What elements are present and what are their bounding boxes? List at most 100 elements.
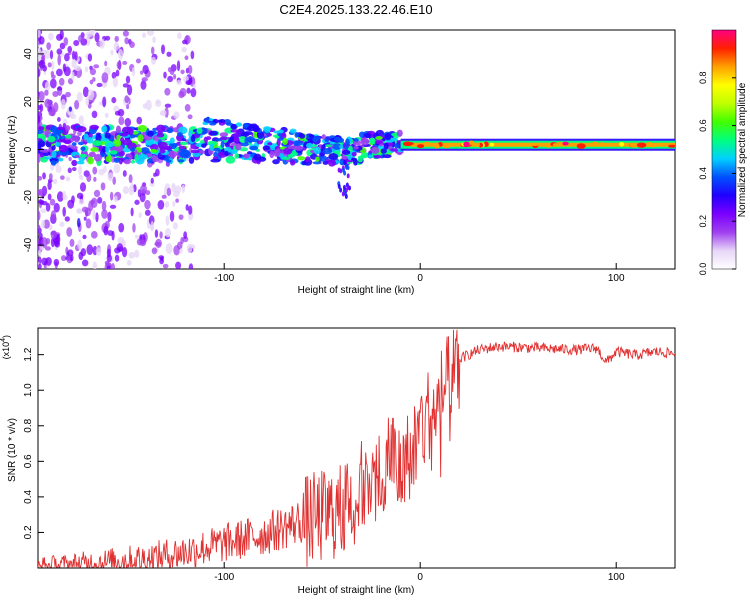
spectrogram-band-cell xyxy=(234,153,240,159)
spectrogram-noise-cell xyxy=(104,60,108,67)
spectrogram-band-cell xyxy=(109,150,118,155)
spectrogram-band-cell xyxy=(374,140,383,145)
spectrogram-band-cell xyxy=(348,145,353,153)
spectrogram-band-cell xyxy=(243,153,250,159)
spectrogram-band-cell xyxy=(219,132,229,137)
spectrogram-noise-cell xyxy=(112,176,116,185)
spectrogram-noise-cell xyxy=(76,208,82,214)
spectrogram-band-cell xyxy=(619,142,625,147)
spectrogram-noise-cell xyxy=(104,112,109,119)
spectrogram-band-cell xyxy=(113,158,121,163)
spectrogram-noise-cell xyxy=(140,80,147,90)
spectrogram-band-cell xyxy=(363,132,372,139)
spectrogram-noise-cell xyxy=(102,165,107,173)
spectrogram-band-cell xyxy=(77,141,85,146)
spectrogram-band-cell xyxy=(281,137,288,146)
spectrogram-band-cell xyxy=(552,143,558,147)
spectrogram-noise-cell xyxy=(128,174,133,184)
spectrogram-noise-cell xyxy=(66,227,73,237)
spectrogram-noise-cell xyxy=(132,223,136,233)
spectrogram-noise-cell xyxy=(130,181,134,193)
spectrogram-band-cell xyxy=(170,142,178,148)
spectrogram-noise-cell xyxy=(107,230,114,237)
spectrogram-noise-cell xyxy=(71,59,77,69)
spectrogram-band-cell xyxy=(299,133,306,139)
spectrogram-noise-cell xyxy=(78,35,83,43)
spectrogram-noise-cell xyxy=(38,263,42,269)
spectrogram-marks xyxy=(38,30,675,269)
spectrogram-noise-cell xyxy=(188,205,193,215)
spectrogram-band-cell xyxy=(339,187,343,193)
spectrogram-noise-cell xyxy=(53,178,58,185)
spectrogram-band-cell xyxy=(289,128,297,134)
spectrogram-noise-cell xyxy=(78,175,84,180)
spectrogram-band-cell xyxy=(63,140,72,145)
spectrogram-band-cell xyxy=(357,157,363,163)
spectrogram-noise-cell xyxy=(135,58,141,64)
spectrogram-noise-cell xyxy=(41,257,48,266)
spectrogram-band-cell xyxy=(115,125,122,134)
spectrogram-band-cell xyxy=(79,153,88,158)
spectrogram-band-core xyxy=(410,142,675,147)
spectrogram-noise-cell xyxy=(81,206,89,213)
spectrogram-noise-cell xyxy=(44,246,51,251)
spectrogram-band-cell xyxy=(342,167,346,173)
spectrogram-noise-cell xyxy=(60,175,65,180)
spectrogram-band-cell xyxy=(86,137,94,144)
spectrogram-noise-cell xyxy=(187,64,193,75)
spectrogram-noise-cell xyxy=(62,190,66,200)
spectrogram-noise-cell xyxy=(175,261,182,269)
spectrogram-noise-cell xyxy=(64,216,70,222)
spectrogram-noise-cell xyxy=(152,36,156,44)
spectrogram-band-cell xyxy=(76,126,87,133)
spectrogram-noise-cell xyxy=(136,116,143,125)
spectrogram-noise-cell xyxy=(110,49,114,56)
spectrogram-noise-cell xyxy=(141,32,147,39)
spectrogram-noise-cell xyxy=(53,102,59,113)
spectrogram-noise-cell xyxy=(48,173,53,181)
y-tick-label: 1.2 xyxy=(23,347,34,361)
spectrogram-band-cell xyxy=(342,184,346,190)
spectrogram-noise-cell xyxy=(86,244,94,256)
spectrogram-noise-cell xyxy=(67,167,72,174)
spectrogram-noise-cell xyxy=(103,225,109,236)
spectrogram-band-cell xyxy=(324,138,329,143)
x-tick-label: 100 xyxy=(608,572,625,583)
spectrogram-noise-cell xyxy=(176,79,183,86)
spectrogram-noise-cell xyxy=(150,46,155,55)
spectrogram-band-cell xyxy=(253,127,260,132)
spectrogram-band-cell xyxy=(246,151,253,155)
spectrogram-noise-cell xyxy=(150,56,157,65)
spectrogram-noise-cell xyxy=(178,214,184,220)
spectrogram-noise-cell xyxy=(113,195,118,203)
spectrogram-noise-cell xyxy=(169,69,175,75)
spectrogram-noise-cell xyxy=(85,97,90,107)
spectrogram-band-cell xyxy=(351,157,358,161)
spectrogram-noise-cell xyxy=(173,73,177,80)
spectrogram-noise-cell xyxy=(101,72,109,84)
spectrogram-noise-cell xyxy=(157,199,165,210)
spectrogram-band-cell xyxy=(333,150,341,154)
spectrogram-noise-cell xyxy=(38,30,41,38)
spectrogram-band-cell xyxy=(358,155,366,159)
spectrogram-noise-cell xyxy=(131,66,136,77)
spectrogram-noise-cell xyxy=(117,48,124,60)
spectrogram-noise-cell xyxy=(89,79,94,85)
spectrogram-band-cell xyxy=(50,125,58,133)
spectrogram-noise-cell xyxy=(55,165,62,173)
spectrogram-noise-cell xyxy=(41,237,48,248)
spectrogram-noise-cell xyxy=(134,249,140,258)
spectrogram-noise-cell xyxy=(163,71,167,79)
spectrogram-band-cell xyxy=(312,161,322,165)
spectrogram-noise-cell xyxy=(92,261,98,269)
spectrogram-band-cell xyxy=(248,135,253,144)
spectrogram-noise-cell xyxy=(172,200,176,208)
spectrogram-noise-cell xyxy=(165,215,170,226)
spectrogram-band-cell xyxy=(306,142,313,149)
spectrogram-noise-cell xyxy=(111,71,117,80)
spectrogram-noise-cell xyxy=(185,204,189,211)
spectrogram-noise-cell xyxy=(105,35,111,41)
spectrogram-band-cell xyxy=(165,159,172,163)
spectrogram-band-cell xyxy=(106,142,115,148)
